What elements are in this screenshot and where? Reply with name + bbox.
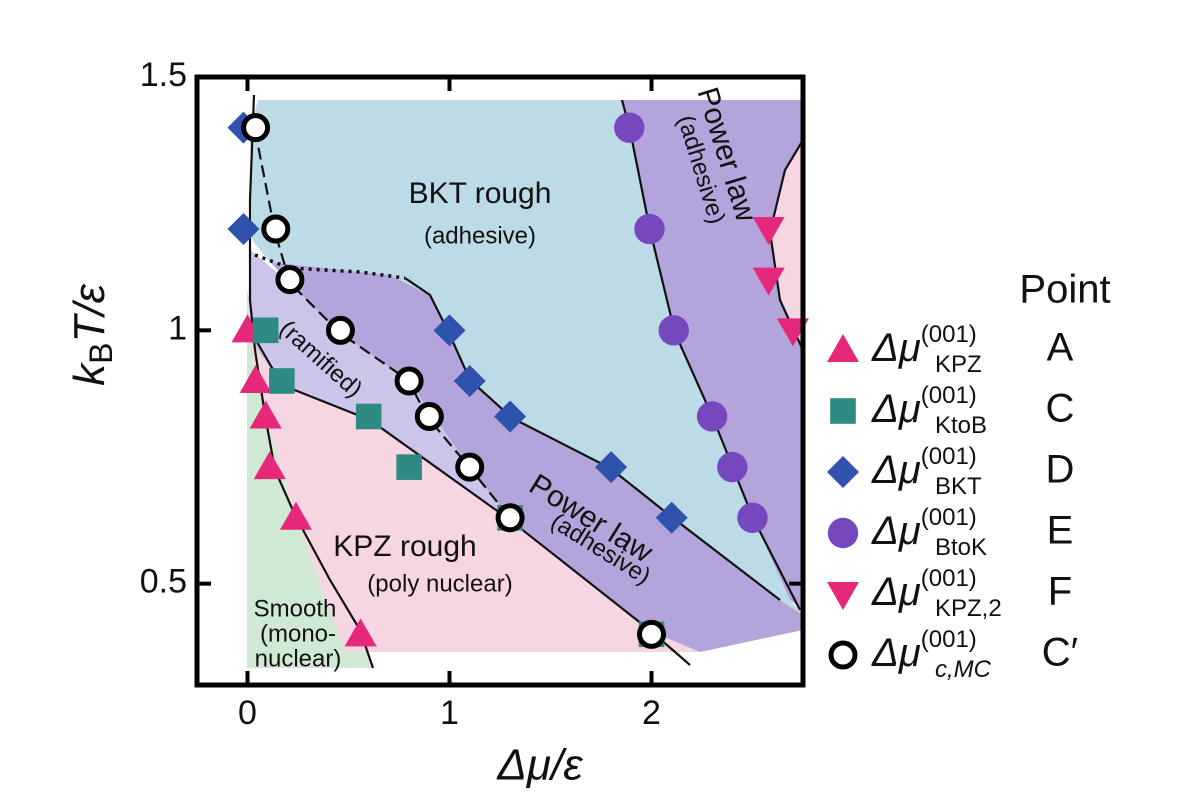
legend-point: D — [1046, 448, 1075, 492]
legend-subscript: c,MC — [935, 656, 992, 683]
legend-label: Δμ(001) KPZ,2 — [871, 565, 1002, 622]
marker-open-circle — [637, 619, 666, 649]
marker-triangle — [827, 334, 859, 362]
y-label-subscript: B — [83, 343, 119, 364]
boundary-line — [254, 253, 406, 280]
marker-circle — [737, 502, 768, 533]
marker-triangle — [752, 217, 785, 245]
region-smooth — [247, 290, 373, 668]
region-label: (poly nuclear) — [367, 570, 512, 597]
marker-triangle — [239, 365, 272, 393]
legend-superscript: (001) — [921, 443, 977, 470]
marker-open-circle — [275, 265, 305, 295]
marker-circle — [634, 213, 665, 245]
legend-label: Δμ(001) BKT — [871, 443, 982, 500]
legend-subscript: BKT — [935, 473, 982, 500]
region-bkt — [250, 100, 803, 615]
marker-square — [830, 398, 856, 424]
legend-name: Δμ — [871, 448, 921, 492]
legend-subscript: BtoK — [935, 534, 987, 561]
plot-frame — [194, 74, 806, 688]
legend-superscript: (001) — [921, 504, 977, 531]
region-label: KPZ rough — [333, 530, 476, 563]
legend-superscript: (001) — [921, 565, 977, 592]
legend-point: C′ — [1042, 631, 1078, 675]
marker-diamond — [655, 501, 688, 534]
region-label: Smooth — [254, 595, 337, 622]
legend-point: F — [1048, 570, 1072, 614]
marker-open-circle — [495, 503, 525, 533]
phase-regions — [247, 100, 803, 668]
y-tick-label: 1 — [168, 309, 187, 347]
legend-superscript: (001) — [921, 321, 977, 348]
legend-label: Δμ(001) KPZ — [871, 321, 982, 378]
legend-superscript: (001) — [921, 626, 977, 653]
marker-open-circle — [455, 452, 485, 482]
legend-name: Δμ — [871, 631, 921, 675]
legend-point: C — [1046, 387, 1075, 431]
marker-diamond — [227, 213, 260, 245]
legend-label: Δμ(001) c,MC — [871, 626, 992, 683]
marker-circle — [717, 451, 748, 483]
x-axis-label: Δμ/ε — [496, 741, 583, 790]
region-label: (adhesive) — [424, 222, 536, 249]
marker-circle — [658, 315, 689, 346]
legend-label: Δμ(001) BtoK — [871, 504, 987, 561]
legend-subscript: KtoB — [935, 412, 987, 439]
y-tick-label: 1.5 — [140, 56, 187, 94]
marker-triangle — [752, 267, 785, 296]
boundary-line — [248, 94, 375, 669]
marker-diamond — [595, 451, 628, 484]
legend-subscript: KPZ,2 — [935, 595, 1002, 622]
legend-name: Δμ — [871, 387, 921, 431]
region-label: BKT rough — [409, 177, 552, 210]
marker-open-circle — [394, 366, 424, 396]
legend-subscript: KPZ — [935, 351, 982, 378]
boundary-line — [404, 277, 781, 601]
legend-name: Δμ — [871, 326, 921, 370]
marker-diamond — [494, 400, 527, 433]
marker-diamond — [827, 456, 859, 488]
y-label-main: k — [65, 362, 114, 386]
marker-triangle — [827, 582, 859, 610]
region-label: nuclear) — [255, 645, 342, 672]
legend-superscript: (001) — [921, 382, 977, 409]
marker-circle — [827, 517, 859, 549]
marker-square — [355, 403, 382, 430]
marker-diamond — [433, 314, 466, 347]
marker-square — [252, 317, 279, 344]
marker-open-circle — [828, 640, 858, 670]
region-ramified — [250, 250, 510, 518]
marker-open-circle — [261, 214, 291, 244]
y-axis-label: kBT/ε — [65, 283, 120, 385]
marker-triangle — [253, 451, 286, 480]
marker-triangle — [279, 501, 312, 530]
legend-name: Δμ — [871, 570, 921, 614]
legend-name: Δμ — [871, 509, 921, 553]
marker-open-circle — [325, 315, 355, 345]
x-tick-label: 1 — [440, 694, 459, 732]
y-label-rest: T/ε — [65, 283, 114, 342]
marker-circle — [614, 112, 645, 143]
marker-diamond — [453, 365, 486, 397]
legend-point: E — [1047, 509, 1074, 553]
marker-square — [396, 454, 422, 480]
marker-open-circle — [414, 401, 444, 431]
region-kpz-right — [770, 140, 803, 350]
region-power-law-right — [622, 100, 803, 610]
marker-circle — [696, 401, 728, 432]
region-label: (mono- — [260, 620, 336, 647]
legend-label: Δμ(001) KtoB — [871, 382, 987, 439]
marker-open-circle — [241, 113, 271, 143]
marker-triangle — [249, 400, 282, 429]
x-tick-label: 2 — [642, 694, 661, 732]
legend-point: A — [1047, 326, 1074, 370]
x-tick-label: 0 — [238, 694, 257, 732]
y-tick-label: 0.5 — [140, 563, 187, 601]
marker-triangle — [344, 618, 377, 647]
marker-square — [269, 368, 295, 394]
region-power-law — [270, 262, 803, 652]
legend-title: Point — [1019, 268, 1110, 312]
